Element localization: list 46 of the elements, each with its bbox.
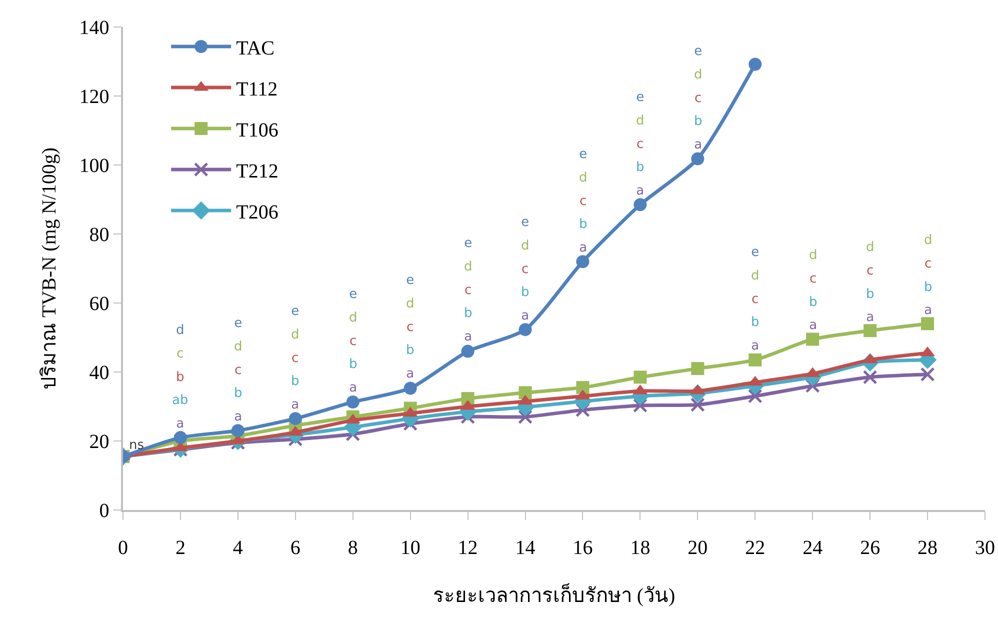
y-tick-label: 140	[79, 17, 110, 39]
x-tick-label: 12	[458, 536, 478, 559]
x-tick-label: 22	[745, 536, 766, 559]
x-tick-label: 20	[688, 536, 708, 559]
annotation: e d c b a	[579, 147, 588, 256]
annotation: e d c b a	[406, 273, 414, 382]
y-tick-label: 40	[89, 362, 110, 384]
legend-label: T206	[236, 201, 278, 224]
x-tick-label: 0	[118, 536, 128, 559]
x-tick-label: 30	[975, 536, 995, 559]
x-tick-label: 10	[400, 536, 420, 559]
annotation: e d c b a	[349, 287, 358, 396]
annotation: d c b ab a	[172, 323, 188, 432]
x-tick-label: 16	[572, 536, 593, 559]
x-tick-label: 4	[232, 536, 243, 559]
x-tick-label: 8	[348, 536, 358, 559]
x-tick-label: 28	[918, 536, 938, 559]
legend-label: TAC	[236, 37, 275, 60]
x-tick-label: 2	[175, 536, 186, 559]
annotation: e d c b a	[694, 44, 702, 153]
y-tick-label: 60	[89, 293, 110, 315]
y-tick-label: 100	[79, 155, 110, 177]
x-tick-label: 24	[802, 536, 823, 559]
legend-label: T112	[236, 78, 278, 100]
y-tick-label: 0	[99, 500, 110, 522]
annotation: e d c b a	[234, 316, 242, 425]
annotation: e d c b a	[751, 245, 760, 354]
y-axis-title: ปริมาณ TVB-N (mg N/100g)	[38, 148, 60, 390]
x-tick-label: 26	[860, 536, 880, 559]
legend-label: T212	[236, 160, 278, 182]
annotation: e d c b a	[291, 304, 300, 413]
annotation: ns	[129, 438, 144, 453]
annotation: e d c b a	[636, 90, 644, 199]
annotation: d c b a	[809, 248, 818, 334]
annotation: d c b a	[866, 240, 874, 326]
legend-label: T106	[236, 119, 278, 142]
y-tick-label: 20	[89, 431, 110, 453]
x-tick-label: 6	[290, 536, 300, 559]
x-tick-label: 18	[630, 536, 650, 559]
annotation: d c b a	[924, 233, 932, 318]
x-axis-title: ระยะเวลาการเก็บรักษา (วัน)	[432, 582, 676, 607]
annotation: e d c b a	[521, 215, 530, 324]
annotation: e d c b a	[464, 236, 472, 345]
x-tick-label: 14	[515, 536, 536, 559]
y-tick-label: 80	[89, 224, 110, 246]
y-tick-label: 120	[79, 86, 110, 108]
